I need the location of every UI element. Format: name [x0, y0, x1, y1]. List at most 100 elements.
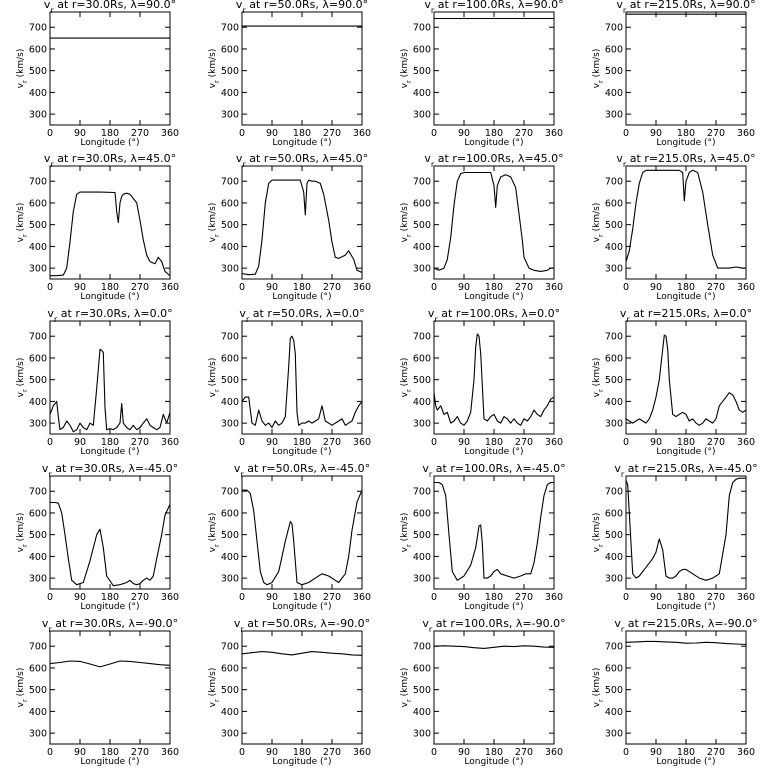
x-tick-label: 360 [161, 592, 179, 603]
x-axis-label: Longitude (°) [464, 292, 523, 302]
subplot-title: vr at r=30.0Rs, λ=90.0° [44, 0, 176, 15]
y-tick-label: 300 [413, 264, 431, 275]
y-tick-label: 700 [221, 642, 239, 653]
y-tick-label: 500 [221, 375, 239, 386]
x-tick-label: 180 [677, 282, 695, 293]
y-axis-label: vr (km/s) [208, 513, 221, 553]
y-tick-label: 400 [29, 88, 47, 99]
subplot-title: vr at r=50.0Rs, λ=90.0° [236, 0, 368, 15]
y-axis-label: vr (km/s) [592, 203, 605, 243]
y-tick-label: 700 [605, 23, 623, 34]
subplot-5-4: vr at r=215.0Rs, λ=-90.0° 0 90 180 270 360 300… [592, 617, 758, 767]
x-tick-label: 360 [161, 282, 179, 293]
subplot-title: vr at r=100.0Rs, λ=0.0° [428, 307, 560, 324]
plot-frame [625, 11, 747, 126]
x-tick-label: 270 [131, 592, 149, 603]
x-axis-label: Longitude (°) [272, 138, 331, 148]
subplot-title: vr at r=100.0Rs, λ=45.0° [424, 152, 563, 169]
x-axis-label: Longitude (°) [80, 292, 139, 302]
plot-frame [49, 475, 171, 590]
y-axis-label: vr (km/s) [400, 358, 413, 398]
y-axis-label: vr (km/s) [16, 513, 29, 553]
x-tick-label: 90 [458, 592, 470, 603]
series-line-1 [50, 660, 170, 668]
subplot-3-3: vr at r=100.0Rs, λ=0.0° 0 90 180 270 360 300 40… [400, 307, 563, 457]
x-axis-label: Longitude (°) [272, 757, 331, 767]
x-tick-label: 180 [101, 437, 119, 448]
y-tick-label: 300 [29, 574, 47, 585]
x-tick-label: 0 [431, 592, 437, 603]
series-line-1 [626, 169, 746, 269]
y-axis-label: vr (km/s) [16, 203, 29, 243]
x-tick-label: 0 [47, 747, 53, 758]
y-axis-label: vr (km/s) [592, 668, 605, 708]
x-tick-label: 180 [485, 592, 503, 603]
y-tick-label: 400 [413, 707, 431, 718]
subplot-5-1: vr at r=30.0Rs, λ=-90.0° 0 90 180 270 360 300 4… [16, 617, 179, 767]
x-tick-label: 90 [266, 437, 278, 448]
x-tick-label: 180 [677, 747, 695, 758]
subplot-2-4: vr at r=215.0Rs, λ=45.0° 0 90 180 270 360 300 4… [592, 152, 756, 302]
y-tick-label: 700 [221, 177, 239, 188]
y-tick-label: 500 [605, 685, 623, 696]
x-tick-label: 360 [545, 592, 563, 603]
x-tick-label: 90 [650, 592, 662, 603]
plot-frame [625, 630, 747, 745]
x-tick-label: 180 [485, 128, 503, 139]
x-tick-label: 180 [293, 282, 311, 293]
y-tick-label: 700 [29, 332, 47, 343]
plot-frame [241, 630, 363, 745]
x-tick-label: 360 [353, 128, 371, 139]
y-tick-label: 300 [221, 574, 239, 585]
y-tick-label: 400 [413, 397, 431, 408]
y-tick-label: 500 [29, 375, 47, 386]
x-tick-label: 0 [623, 282, 629, 293]
series-line-1 [50, 348, 170, 433]
series-line-1 [434, 171, 554, 272]
y-axis-label: vr (km/s) [208, 668, 221, 708]
y-tick-label: 600 [413, 663, 431, 674]
x-tick-label: 90 [650, 747, 662, 758]
y-tick-label: 600 [29, 508, 47, 519]
y-axis-label: vr (km/s) [16, 668, 29, 708]
y-tick-label: 500 [413, 685, 431, 696]
x-tick-label: 0 [239, 128, 245, 139]
y-axis-label: vr (km/s) [592, 358, 605, 398]
y-axis-label: vr (km/s) [208, 203, 221, 243]
x-tick-label: 270 [131, 747, 149, 758]
x-tick-label: 0 [239, 747, 245, 758]
y-tick-label: 600 [29, 198, 47, 209]
x-tick-label: 270 [707, 592, 725, 603]
y-tick-label: 300 [29, 729, 47, 740]
y-tick-label: 600 [221, 44, 239, 55]
subplot-3-1: vr at r=30.0Rs, λ=0.0° 0 90 180 270 360 300 400… [16, 307, 179, 457]
y-tick-label: 300 [221, 110, 239, 121]
subplot-title: vr at r=50.0Rs, λ=45.0° [236, 152, 368, 169]
x-tick-label: 90 [74, 128, 86, 139]
y-tick-label: 400 [413, 552, 431, 563]
y-tick-label: 400 [221, 552, 239, 563]
y-tick-label: 400 [605, 88, 623, 99]
x-tick-label: 90 [74, 282, 86, 293]
subplot-1-2: vr at r=50.0Rs, λ=90.0° 0 90 180 270 360 300 40… [208, 0, 371, 148]
y-axis-label: vr (km/s) [400, 513, 413, 553]
y-tick-label: 700 [221, 487, 239, 498]
x-axis-label: Longitude (°) [656, 602, 715, 612]
series-line-1 [242, 489, 362, 586]
x-tick-label: 360 [353, 592, 371, 603]
subplot-1-1: vr at r=30.0Rs, λ=90.0° 0 90 180 270 360 300 40… [16, 0, 179, 148]
x-tick-label: 270 [323, 282, 341, 293]
y-tick-label: 500 [221, 530, 239, 541]
x-tick-label: 0 [431, 437, 437, 448]
y-tick-label: 500 [221, 685, 239, 696]
y-tick-label: 400 [605, 242, 623, 253]
y-tick-label: 700 [413, 487, 431, 498]
subplot-5-2: vr at r=50.0Rs, λ=-90.0° 0 90 180 270 360 300 4… [208, 617, 371, 767]
x-tick-label: 270 [707, 282, 725, 293]
plot-frame [49, 320, 171, 435]
x-tick-label: 0 [623, 592, 629, 603]
subplot-title: vr at r=30.0Rs, λ=-45.0° [42, 462, 178, 479]
y-tick-label: 600 [605, 44, 623, 55]
x-tick-label: 0 [47, 592, 53, 603]
x-tick-label: 270 [131, 282, 149, 293]
